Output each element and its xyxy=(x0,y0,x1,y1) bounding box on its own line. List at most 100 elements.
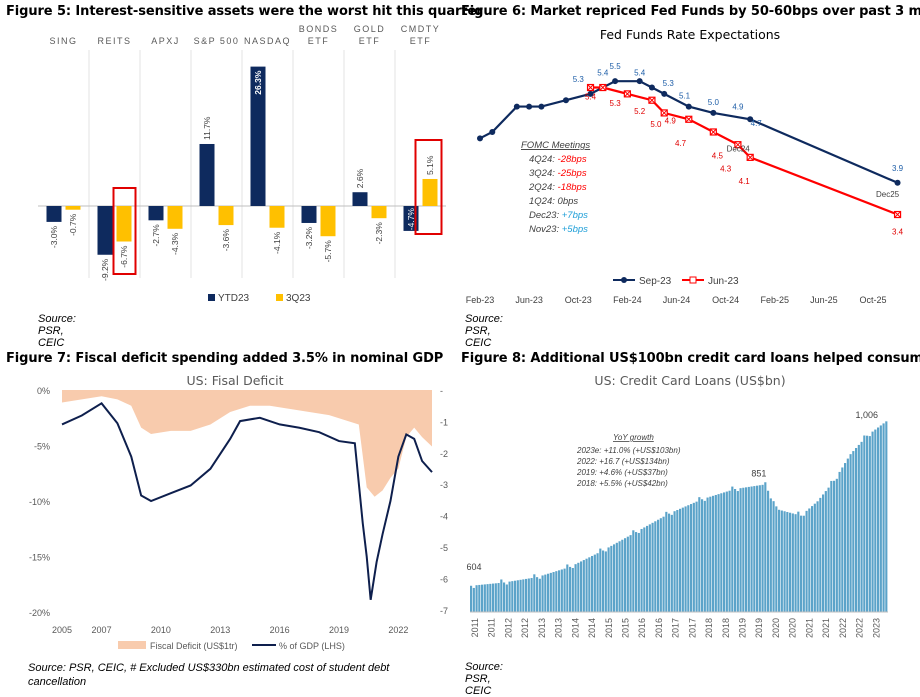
monthly-bar xyxy=(588,557,591,612)
monthly-bar xyxy=(654,521,657,612)
monthly-bar xyxy=(500,579,503,612)
bar-3q23 xyxy=(269,206,285,228)
bar-value-label: 26.3% xyxy=(253,70,263,95)
monthly-bar xyxy=(646,525,649,612)
monthly-bar xyxy=(651,522,654,612)
monthly-bar xyxy=(772,501,775,612)
y-right-tick: -4 xyxy=(440,512,448,522)
monthly-bar xyxy=(516,580,519,612)
data-point xyxy=(648,84,655,91)
category-label: GOLD xyxy=(354,24,386,34)
legend-swatch xyxy=(276,294,283,301)
highlight-box xyxy=(414,139,443,235)
monthly-bar xyxy=(775,506,778,612)
data-point-cross xyxy=(685,116,692,123)
fomc-row: 3Q24: -25bps xyxy=(529,168,587,179)
monthly-bar xyxy=(670,514,673,612)
bar-value-label: -4.7% xyxy=(406,208,416,231)
highlight-box xyxy=(112,187,137,275)
fomc-row: 2Q24: -18bps xyxy=(528,182,587,193)
legend-label: Jun-23 xyxy=(708,276,739,287)
monthly-bar xyxy=(706,497,709,612)
monthly-bar xyxy=(780,510,783,612)
monthly-bar xyxy=(745,487,748,612)
data-point xyxy=(612,78,619,85)
x-tick-label: 2012 xyxy=(520,618,530,638)
monthly-bar xyxy=(882,423,885,612)
monthly-bar xyxy=(470,585,473,612)
bar-3q23 xyxy=(218,206,234,226)
data-point-cross xyxy=(624,91,631,97)
monthly-bar xyxy=(536,577,539,612)
monthly-bar xyxy=(789,512,792,612)
monthly-bar xyxy=(802,515,805,612)
monthly-bar xyxy=(483,584,486,612)
monthly-bar xyxy=(472,587,475,612)
monthly-bar xyxy=(555,571,558,612)
monthly-bar xyxy=(846,458,849,612)
monthly-bar xyxy=(736,491,739,612)
monthly-bar xyxy=(778,509,781,612)
monthly-bar xyxy=(665,511,668,612)
monthly-bar xyxy=(698,497,701,612)
point-label: 5.4 xyxy=(634,69,646,78)
monthly-bar xyxy=(558,570,561,612)
bar-ytd23 xyxy=(250,66,266,206)
x-tick-label: Feb-23 xyxy=(466,295,495,305)
monthly-bar xyxy=(877,427,880,612)
y-right-tick: -6 xyxy=(440,574,448,584)
legend-swatch xyxy=(118,641,146,649)
x-tick-label: 2014 xyxy=(570,618,580,638)
monthly-bar xyxy=(808,508,811,612)
bar-3q23 xyxy=(320,206,336,237)
legend-marker xyxy=(621,277,627,283)
monthly-bar xyxy=(618,541,621,612)
point-label: 5.1 xyxy=(679,92,691,101)
monthly-bar xyxy=(643,527,646,612)
monthly-bar xyxy=(841,467,844,612)
category-label: S&P 500 xyxy=(194,36,240,46)
monthly-bar xyxy=(538,578,541,612)
fiscal-deficit-area xyxy=(62,390,432,497)
x-tick-label: 2012 xyxy=(503,618,513,638)
monthly-bar xyxy=(525,578,528,612)
x-tick-label: 2015 xyxy=(604,618,614,638)
figure-7-chart-title: US: Fisal Deficit xyxy=(186,373,284,388)
monthly-bar xyxy=(659,518,662,612)
monthly-bar xyxy=(637,532,640,612)
monthly-bar xyxy=(701,499,704,612)
data-point xyxy=(894,179,901,186)
monthly-bar xyxy=(692,502,695,612)
figure-7-source: Source: PSR, CEIC, # Excluded US$330bn e… xyxy=(28,662,390,688)
monthly-bar xyxy=(478,584,481,612)
monthly-bar xyxy=(676,510,679,612)
category-label: REITS xyxy=(97,36,131,46)
data-point xyxy=(710,109,717,116)
monthly-bar xyxy=(577,562,580,612)
point-label: 5.5 xyxy=(610,62,622,71)
monthly-bar xyxy=(750,486,753,612)
monthly-bar xyxy=(885,421,888,612)
category-label: ETF xyxy=(308,36,330,46)
data-point xyxy=(747,116,754,123)
x-tick-label: 2017 xyxy=(671,618,681,638)
monthly-bar xyxy=(830,480,833,612)
monthly-bar xyxy=(599,548,602,612)
monthly-bar xyxy=(714,494,717,612)
legend-label: Sep-23 xyxy=(639,276,672,287)
monthly-bar xyxy=(497,583,500,612)
monthly-bar xyxy=(756,485,759,612)
monthly-bar xyxy=(547,573,550,612)
monthly-bar xyxy=(607,547,610,612)
monthly-bar xyxy=(582,560,585,612)
bar-value-label: -4.1% xyxy=(272,231,282,254)
monthly-bar xyxy=(761,484,764,612)
bar-value-label: -3.2% xyxy=(304,227,314,250)
x-tick-label: 2015 xyxy=(620,618,630,638)
bar-ytd23 xyxy=(352,192,368,206)
x-tick-label: 2020 xyxy=(788,618,798,638)
category-label: ETF xyxy=(410,36,432,46)
point-label: 5.3 xyxy=(610,99,622,108)
point-label: 3.4 xyxy=(892,228,904,237)
legend-label: % of GDP (LHS) xyxy=(279,641,345,651)
